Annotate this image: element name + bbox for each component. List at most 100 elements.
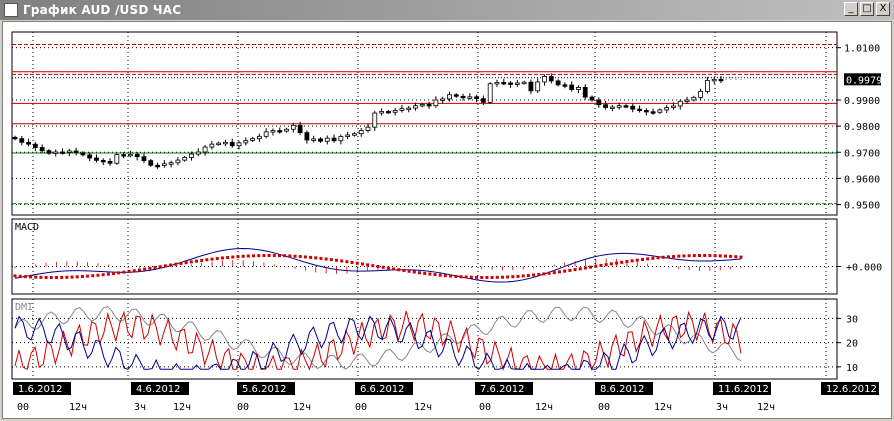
candle-body — [521, 81, 527, 85]
close-button[interactable]: X — [876, 2, 890, 16]
macd-signal-dot — [376, 264, 380, 268]
macd-signal-dot — [137, 268, 141, 272]
date-label-box — [595, 382, 653, 395]
date-label-box — [131, 382, 189, 395]
macd-signal-dot — [381, 265, 385, 269]
candle-body — [603, 104, 608, 108]
macd-signal-dot — [200, 258, 204, 262]
macd-signal-dot — [210, 257, 214, 261]
candle-body — [365, 126, 371, 131]
candle-body — [338, 136, 344, 142]
hour-label: 00 — [355, 402, 367, 413]
candle — [12, 135, 18, 141]
dmi-minus-line — [14, 315, 742, 370]
macd-signal-dot — [500, 275, 504, 279]
candle-body — [12, 136, 18, 140]
candle-body — [698, 90, 704, 98]
macd-signal-dot — [640, 257, 644, 261]
macd-signal-dot — [96, 273, 100, 277]
candle — [711, 77, 717, 85]
candle — [60, 148, 65, 155]
macd-signal-dot — [184, 261, 188, 265]
candle-body — [189, 153, 194, 158]
date-label: 5.6.2012 — [237, 382, 295, 395]
macd-signal-dot — [666, 255, 670, 259]
candle — [582, 84, 588, 100]
date-label-box — [13, 382, 71, 395]
candle — [182, 155, 188, 162]
macd-signal-dot — [288, 254, 292, 258]
candle — [406, 105, 412, 113]
macd-signal-dot — [314, 256, 318, 260]
last-price-box — [844, 73, 881, 86]
candle — [114, 153, 120, 165]
candle — [270, 128, 276, 136]
macd-signal-dot — [324, 257, 328, 261]
candle — [358, 127, 364, 137]
macd-signal-dot — [516, 274, 520, 278]
macd-signal-dot — [480, 275, 484, 279]
candle — [385, 109, 391, 114]
candle-body — [481, 98, 486, 103]
candle — [263, 128, 269, 139]
macd-signal-dot — [537, 272, 541, 276]
macd-signal-dot — [433, 273, 437, 277]
macd-signal-dot — [563, 269, 567, 273]
candle-body — [87, 154, 93, 159]
date-label-box — [821, 382, 879, 395]
minimize-button[interactable]: _ — [844, 2, 858, 16]
candle-body — [379, 111, 384, 114]
candle-body — [637, 108, 642, 112]
candle — [32, 142, 38, 152]
candle — [26, 138, 31, 147]
macd-signal-dot — [70, 275, 74, 279]
candle-body — [392, 110, 398, 113]
candle — [643, 108, 649, 116]
candle — [161, 160, 167, 168]
candle — [501, 78, 507, 86]
candle-body — [711, 78, 717, 82]
candle-body — [440, 98, 446, 101]
candle — [630, 103, 636, 113]
macd-signal-dot — [651, 256, 655, 260]
candle-body — [80, 152, 86, 156]
candle-body — [657, 109, 663, 113]
candle-body — [331, 137, 337, 142]
macd-signal-dot — [661, 255, 665, 259]
macd-signal-dot — [49, 275, 53, 279]
macd-signal-dot — [578, 267, 582, 271]
macd-signal-dot — [532, 273, 536, 277]
macd-signal-dot — [309, 255, 313, 259]
candle — [379, 108, 384, 116]
candle-body — [223, 141, 228, 145]
candle — [256, 133, 262, 142]
candle-body — [324, 137, 330, 142]
macd-signal-dot — [340, 259, 344, 263]
macd-signal-dot — [469, 275, 473, 279]
candle-body — [406, 107, 412, 110]
candle-body — [250, 138, 255, 141]
hour-label: 12ч — [293, 402, 311, 413]
chart-area[interactable]: 1.0100 0.9900 0.9800 0.9700 0.9600 0.9500 0.99… — [2, 21, 892, 419]
date-label: 6.6.2012 — [355, 382, 413, 395]
macd-signal-dot — [23, 275, 27, 279]
candle-body — [284, 128, 289, 132]
macd-signal-dot — [573, 268, 577, 272]
candle-body — [643, 110, 649, 113]
candle-body — [562, 84, 568, 87]
candle — [324, 135, 330, 145]
candle-body — [514, 82, 520, 85]
macd-signal-dot — [713, 254, 717, 258]
chart-canvas[interactable]: 1.0100 0.9900 0.9800 0.9700 0.9600 0.9500 0.99… — [3, 22, 891, 418]
macd-signal-dot — [231, 255, 235, 259]
macd-zero-label: +0.000 — [846, 263, 882, 274]
candle — [596, 97, 602, 108]
candle-body — [168, 162, 174, 165]
macd-signal-dot — [215, 257, 219, 261]
dmi-tick-label: 20 — [846, 339, 858, 350]
hour-label: 3ч — [134, 402, 146, 413]
macd-signal-dot — [708, 254, 712, 258]
candle — [467, 93, 473, 100]
macd-signal-dot — [355, 261, 359, 265]
maximize-button[interactable]: □ — [860, 2, 874, 16]
